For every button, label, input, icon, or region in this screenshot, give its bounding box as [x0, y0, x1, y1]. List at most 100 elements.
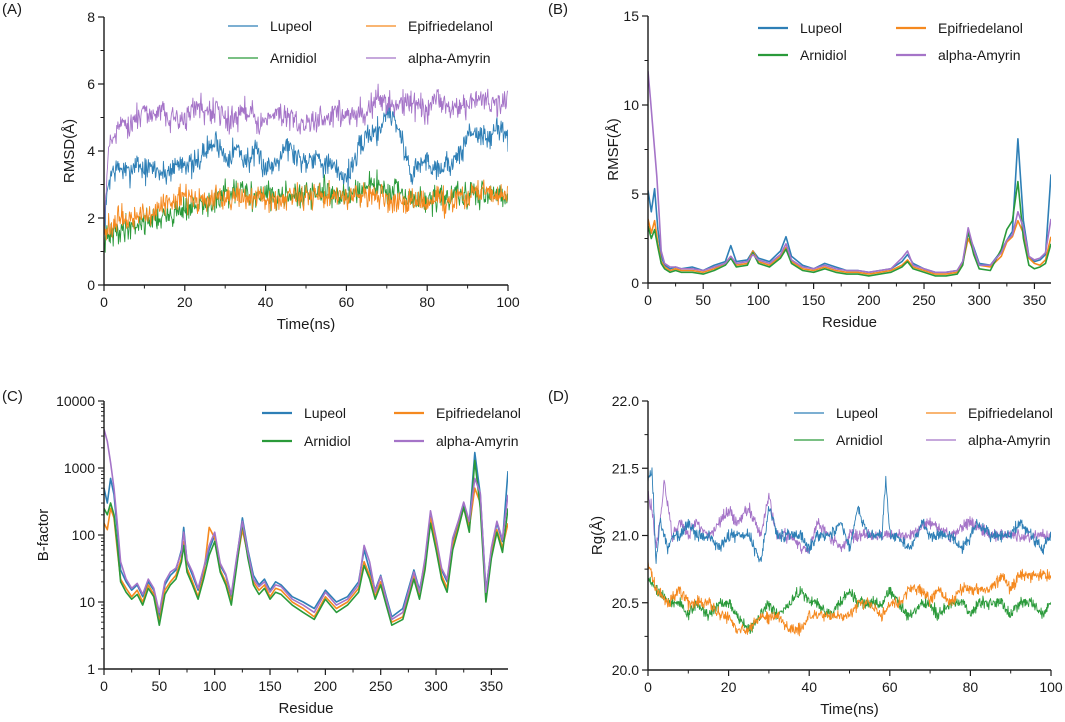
x-tick-label: 50 — [695, 292, 711, 308]
series-group — [104, 428, 508, 626]
y-axis-label: B-factor — [35, 509, 52, 562]
y-tick-label: 10000 — [56, 393, 95, 409]
y-tick-label: 100 — [72, 527, 96, 543]
legend-label-lupeol: Lupeol — [270, 18, 312, 34]
legend-label-epifriedelanol: Epifriedelanol — [408, 18, 493, 34]
legend-label-arnidiol: Arnidiol — [800, 47, 847, 63]
x-tick-label: 100 — [747, 292, 771, 308]
x-axis-label: Time(ns) — [277, 316, 336, 333]
panel-c: (C) 0 50 100 150 200 250 300 350 1 10 100 1000 10000 R… — [2, 388, 521, 717]
series-line-arnidiol — [648, 180, 1051, 277]
legend-label-epifriedelanol: Epifriedelanol — [938, 20, 1023, 36]
legend-label-arnidiol: Arnidiol — [270, 50, 317, 66]
panel-label: (C) — [2, 388, 23, 405]
x-tick-label: 200 — [857, 292, 881, 308]
series-line-lupeol — [104, 103, 508, 234]
x-tick-label: 60 — [882, 679, 898, 695]
panel-d: (D) 0 20 40 60 80 100 20.0 20.5 21.0 21.5 22.0 Time(… — [548, 388, 1063, 718]
legend-label-lupeol: Lupeol — [836, 405, 878, 421]
y-tick-label: 15 — [623, 8, 639, 24]
y-tick-label: 20.5 — [612, 595, 639, 611]
x-tick-label: 80 — [419, 294, 435, 310]
x-tick-label: 350 — [480, 678, 504, 694]
x-tick-label: 20 — [177, 294, 193, 310]
x-tick-label: 0 — [100, 294, 108, 310]
series-line-alpha-amyrin — [104, 428, 508, 621]
y-axis-label: RMSF(Å) — [605, 118, 622, 181]
x-tick-label: 100 — [496, 294, 520, 310]
y-tick-label: 20.0 — [612, 662, 639, 678]
y-tick-label: 0 — [631, 275, 639, 291]
y-tick-label: 10 — [623, 97, 639, 113]
legend: Lupeol Epifriedelanol Arnidiol alpha-Amyrin — [228, 18, 493, 66]
y-tick-label: 21.0 — [612, 528, 639, 544]
panel-label: (D) — [548, 388, 569, 405]
y-axis-label: Rg(Å) — [589, 516, 606, 555]
y-tick-label: 0 — [87, 277, 95, 293]
x-tick-label: 200 — [314, 678, 338, 694]
y-tick-label: 22.0 — [612, 393, 639, 409]
x-tick-label: 250 — [912, 292, 936, 308]
x-tick-label: 300 — [968, 292, 992, 308]
panel-b: (B) 0 50 100 150 200 250 300 350 0 5 10 15 Residue RMS… — [548, 1, 1051, 331]
legend: Lupeol Epifriedelanol Arnidiol alpha-Amyrin — [758, 20, 1023, 63]
legend-label-alpha-amyrin: alpha-Amyrin — [968, 432, 1050, 448]
y-tick-label: 2 — [87, 210, 95, 226]
x-tick-label: 250 — [369, 678, 393, 694]
x-tick-label: 100 — [203, 678, 227, 694]
series-line-lupeol — [648, 138, 1051, 274]
panel-label: (A) — [2, 1, 22, 18]
y-axis-label: RMSD(Å) — [61, 119, 78, 183]
series-line-alpha-amyrin — [648, 71, 1051, 274]
series-line-epifriedelanol — [104, 179, 508, 241]
panel-label: (B) — [548, 1, 568, 18]
series-line-lupeol — [648, 467, 1051, 564]
y-tick-label: 6 — [87, 76, 95, 92]
y-tick-label: 1000 — [64, 460, 95, 476]
series-line-arnidiol — [104, 459, 508, 626]
legend-label-epifriedelanol: Epifriedelanol — [968, 405, 1053, 421]
legend-label-alpha-amyrin: alpha-Amyrin — [408, 50, 490, 66]
x-tick-label: 150 — [258, 678, 282, 694]
x-tick-label: 20 — [721, 679, 737, 695]
legend-label-epifriedelanol: Epifriedelanol — [436, 405, 521, 421]
x-tick-label: 80 — [963, 679, 979, 695]
y-tick-label: 21.5 — [612, 460, 639, 476]
legend: Lupeol Epifriedelanol Arnidiol alpha-Amyrin — [262, 405, 521, 449]
y-tick-label: 10 — [79, 594, 95, 610]
legend-label-alpha-amyrin: alpha-Amyrin — [436, 433, 518, 449]
series-line-epifriedelanol — [648, 560, 1051, 637]
y-tick-label: 5 — [631, 186, 639, 202]
legend-label-arnidiol: Arnidiol — [836, 432, 883, 448]
y-tick-label: 4 — [87, 143, 95, 159]
series-line-alpha-amyrin — [648, 479, 1051, 555]
legend-label-lupeol: Lupeol — [800, 20, 842, 36]
x-tick-label: 0 — [100, 678, 108, 694]
legend-label-arnidiol: Arnidiol — [304, 433, 351, 449]
x-tick-label: 40 — [258, 294, 274, 310]
legend-label-lupeol: Lupeol — [304, 405, 346, 421]
x-tick-label: 50 — [152, 678, 168, 694]
x-tick-label: 0 — [644, 679, 652, 695]
series-line-epifriedelanol — [104, 487, 508, 623]
x-axis-label: Residue — [822, 314, 877, 331]
legend-label-alpha-amyrin: alpha-Amyrin — [938, 47, 1020, 63]
x-tick-label: 350 — [1023, 292, 1047, 308]
series-group — [648, 467, 1051, 637]
x-tick-label: 0 — [644, 292, 652, 308]
x-tick-label: 60 — [339, 294, 355, 310]
series-line-epifriedelanol — [648, 218, 1051, 275]
series-group — [104, 83, 508, 253]
x-tick-label: 100 — [1039, 679, 1063, 695]
y-tick-label: 8 — [87, 9, 95, 25]
x-tick-label: 300 — [424, 678, 448, 694]
x-tick-label: 150 — [802, 292, 826, 308]
legend: Lupeol Epifriedelanol Arnidiol alpha-Amyrin — [794, 405, 1053, 448]
series-group — [648, 71, 1051, 277]
x-axis-label: Time(ns) — [820, 701, 879, 718]
panel-a: (A) 0 20 40 60 80 100 0 2 4 6 8 Time(ns) RMSD(Å) Lupeo… — [2, 1, 520, 333]
series-line-alpha-amyrin — [104, 83, 508, 239]
x-axis-label: Residue — [278, 700, 333, 717]
x-tick-label: 40 — [801, 679, 817, 695]
y-tick-label: 1 — [87, 661, 95, 677]
